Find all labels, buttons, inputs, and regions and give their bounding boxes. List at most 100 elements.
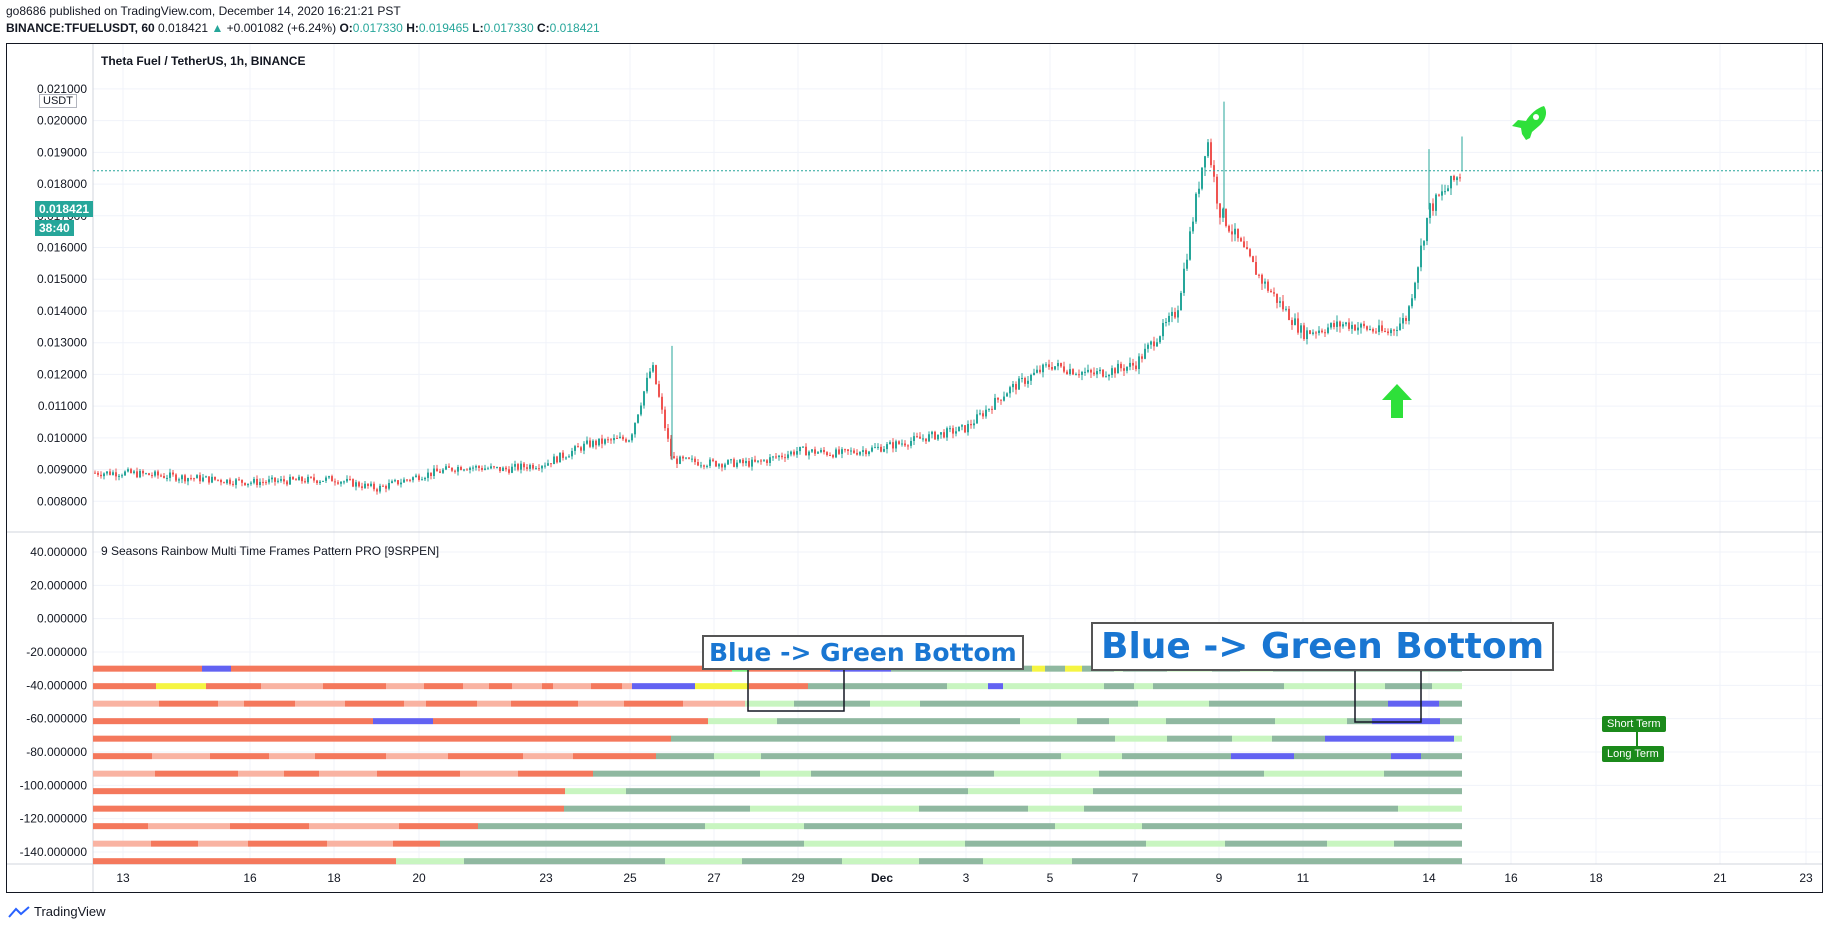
candle-body [241, 479, 243, 483]
rainbow-segment [1224, 823, 1303, 830]
rainbow-segment [304, 718, 324, 725]
rainbow-segment [393, 840, 440, 847]
rainbow-segment [269, 753, 315, 760]
chart-canvas[interactable]: 0.008000 0.009000 0.010000 0.011000 0.012000… [7, 44, 1822, 892]
candle-body [658, 384, 660, 397]
candle-body [430, 472, 432, 476]
candle-body [868, 451, 870, 455]
rainbow-segment [396, 858, 464, 865]
rainbow-segment [1104, 683, 1134, 690]
candle-body [541, 465, 543, 469]
candle-body [1321, 330, 1323, 333]
candle-body [271, 477, 273, 480]
rainbow-segment [842, 858, 919, 865]
indicator-tick-label: -40.000000 [26, 678, 87, 692]
candle-body [442, 469, 444, 473]
rainbow-segment [1099, 770, 1178, 777]
rainbow-segment [1003, 683, 1037, 690]
candle-body [493, 466, 495, 468]
candle-body [310, 476, 312, 478]
rainbow-segment [919, 858, 983, 865]
short-term-tag[interactable]: Short Term [1602, 716, 1666, 732]
candle-body [802, 446, 804, 448]
candle-body [1276, 293, 1278, 303]
candle-body [736, 462, 738, 467]
chart-frame[interactable]: 0.008000 0.009000 0.010000 0.011000 0.012000… [6, 43, 1823, 893]
candle-body [907, 445, 909, 447]
candle-body [352, 479, 354, 487]
candle-body [865, 450, 867, 455]
candle-body [1162, 322, 1164, 337]
rainbow-segment [343, 858, 396, 865]
candle-body [1336, 321, 1338, 327]
candle-body [895, 441, 897, 449]
rainbow-segment [538, 718, 575, 725]
indicator-tick-label: 20.000000 [30, 578, 87, 592]
candle-body [991, 408, 993, 410]
candle-body [1171, 311, 1173, 316]
up-arrow-icon [1382, 384, 1412, 418]
rainbow-segment [1440, 718, 1462, 725]
price-tick-label: 0.020000 [37, 114, 87, 128]
rainbow-segment [477, 700, 511, 707]
rainbow-segment [93, 805, 161, 812]
candle-body [163, 476, 165, 478]
time-tick-label: 9 [1216, 871, 1223, 885]
candle-body [334, 481, 336, 483]
candle-body [748, 461, 750, 467]
candle-body [385, 485, 387, 489]
candle-body [466, 469, 468, 471]
candle-body [229, 479, 231, 484]
candle-body [1318, 330, 1320, 334]
rainbow-segment [919, 805, 959, 812]
rainbow-segment [919, 718, 939, 725]
rainbow-segment [983, 858, 1072, 865]
candle-body [574, 446, 576, 451]
rainbow-segment [622, 683, 632, 690]
candle-body [1393, 329, 1395, 331]
candle-body [112, 472, 114, 475]
candle-body [526, 467, 528, 469]
long-term-tag[interactable]: Long Term [1602, 746, 1664, 762]
rainbow-segment [1017, 788, 1093, 795]
candle-body [409, 479, 411, 481]
candle-body [670, 438, 672, 457]
candle-body [793, 451, 795, 455]
rainbow-segment [705, 823, 804, 830]
rainbow-segment [1178, 770, 1264, 777]
rainbow-segment [238, 770, 284, 777]
time-tick-label: 23 [1799, 871, 1813, 885]
footer-brand[interactable]: TradingView [34, 904, 106, 919]
candle-body [664, 409, 666, 429]
candle-body [682, 456, 684, 459]
rainbow-segment [1325, 735, 1385, 742]
candle-body [415, 475, 417, 478]
rainbow-segment [299, 735, 323, 742]
indicator-tick-label: 0.000000 [37, 612, 87, 626]
symbol-label[interactable]: BINANCE:TFUELUSDT, 60 [6, 21, 155, 35]
rainbow-segment [988, 683, 1003, 690]
indicator-pane-title: 9 Seasons Rainbow Multi Time Frames Patt… [101, 544, 440, 558]
candle-body [1105, 376, 1107, 378]
rainbow-segment [399, 823, 478, 830]
candle-body [511, 466, 513, 473]
rainbow-segment [575, 718, 639, 725]
candle-body [1243, 241, 1245, 248]
candle-body [121, 475, 123, 477]
currency-badge[interactable]: USDT [39, 94, 77, 108]
time-axis: 13 16 18 20 23 25 27 29 Dec 3 5 7 9 11 14 16 18 21 23 [116, 871, 1813, 885]
rainbow-segment [518, 770, 593, 777]
rainbow-segment [210, 858, 291, 865]
annotation-large[interactable]: Blue -> Green Bottom [1091, 622, 1555, 671]
candle-body [1348, 322, 1350, 329]
rainbow-segment [93, 735, 149, 742]
rainbow-segment [93, 788, 158, 795]
rainbow-segment [248, 840, 327, 847]
rainbow-segment [231, 665, 247, 672]
annotation-small[interactable]: Blue -> Green Bottom [702, 635, 1024, 670]
candle-body [253, 478, 255, 483]
candle-body [1075, 374, 1077, 376]
rainbow-segment [478, 823, 564, 830]
rainbow-segment [377, 770, 460, 777]
rainbow-segment [1017, 700, 1080, 707]
